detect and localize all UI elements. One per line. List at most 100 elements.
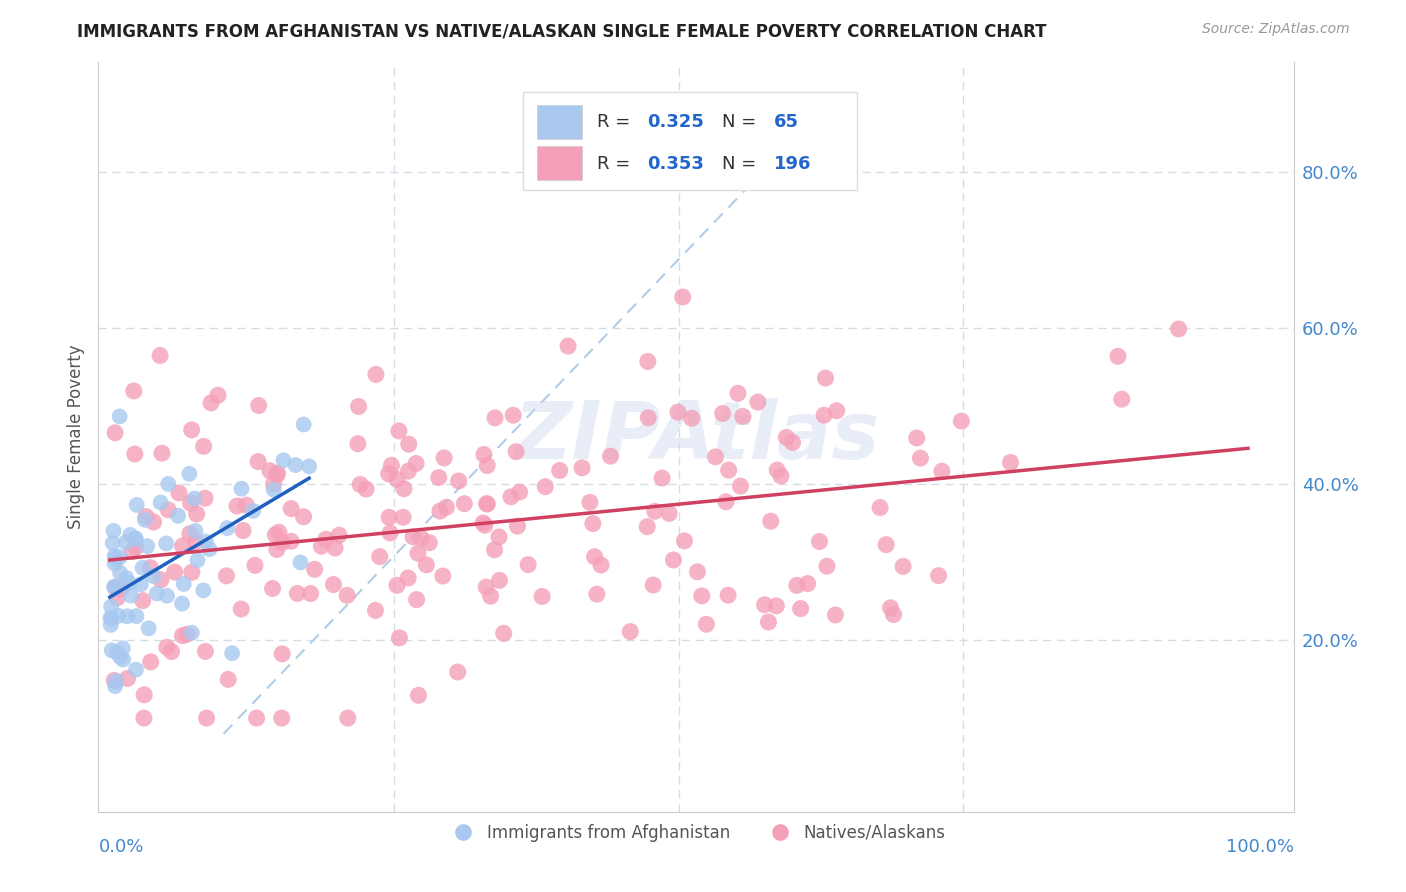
Point bbox=[105, 591, 128, 605]
Point bbox=[111, 641, 134, 656]
Point bbox=[727, 386, 749, 401]
Point bbox=[173, 577, 195, 591]
Point bbox=[120, 589, 142, 603]
Point bbox=[243, 558, 266, 573]
Text: IMMIGRANTS FROM AFGHANISTAN VS NATIVE/ALASKAN SINGLE FEMALE POVERTY CORRELATION : IMMIGRANTS FROM AFGHANISTAN VS NATIVE/AL… bbox=[77, 22, 1047, 40]
Point bbox=[315, 532, 337, 546]
Point bbox=[582, 516, 605, 531]
Point bbox=[690, 589, 713, 603]
Point bbox=[104, 679, 127, 693]
Point bbox=[103, 580, 125, 594]
Point bbox=[155, 536, 177, 550]
Point bbox=[110, 582, 132, 596]
Point bbox=[298, 459, 321, 474]
Point bbox=[180, 566, 202, 580]
Point bbox=[156, 640, 179, 655]
Point bbox=[292, 509, 315, 524]
Point bbox=[484, 411, 506, 425]
Point bbox=[271, 535, 294, 549]
Text: 65: 65 bbox=[773, 113, 799, 131]
Point bbox=[758, 615, 780, 629]
Point bbox=[392, 510, 415, 524]
Point bbox=[531, 590, 554, 604]
Point bbox=[364, 603, 387, 617]
Point bbox=[104, 549, 127, 563]
Point bbox=[782, 435, 804, 450]
Point bbox=[765, 599, 787, 613]
Point bbox=[270, 711, 292, 725]
Point bbox=[115, 609, 138, 624]
Point bbox=[180, 496, 202, 510]
Point bbox=[378, 526, 401, 541]
Point bbox=[125, 609, 148, 624]
Point bbox=[193, 583, 215, 598]
Point bbox=[221, 646, 243, 660]
Point bbox=[108, 409, 131, 424]
Point bbox=[928, 568, 950, 582]
Point bbox=[200, 396, 222, 410]
Point bbox=[517, 558, 540, 572]
Point bbox=[408, 689, 430, 703]
Point bbox=[409, 531, 432, 545]
Point bbox=[644, 504, 666, 518]
Point bbox=[695, 617, 717, 632]
Text: R =: R = bbox=[596, 113, 636, 131]
Point bbox=[215, 569, 238, 583]
Point bbox=[129, 577, 152, 591]
Point bbox=[150, 446, 173, 460]
Point bbox=[815, 559, 838, 574]
Point bbox=[193, 439, 215, 453]
Point bbox=[167, 486, 190, 500]
Point bbox=[242, 504, 264, 518]
Point bbox=[385, 473, 408, 487]
Point bbox=[636, 519, 658, 533]
Point bbox=[163, 565, 186, 579]
Point bbox=[139, 655, 162, 669]
Point bbox=[910, 451, 932, 466]
Point bbox=[124, 447, 146, 461]
Point bbox=[585, 587, 607, 601]
Point bbox=[179, 467, 201, 481]
Point bbox=[447, 665, 470, 679]
Point bbox=[160, 644, 183, 658]
Text: N =: N = bbox=[723, 113, 762, 131]
Point bbox=[198, 542, 221, 557]
Point bbox=[100, 611, 122, 625]
Point bbox=[100, 599, 122, 614]
Point bbox=[427, 470, 450, 484]
Point bbox=[1167, 322, 1189, 336]
Point bbox=[658, 507, 681, 521]
Point bbox=[662, 553, 685, 567]
Point bbox=[108, 566, 131, 580]
Point bbox=[311, 539, 333, 553]
Point bbox=[100, 643, 122, 657]
Point bbox=[766, 463, 789, 477]
Point bbox=[280, 534, 302, 549]
Point bbox=[492, 626, 515, 640]
Point bbox=[125, 663, 148, 677]
Point bbox=[259, 464, 281, 478]
Point bbox=[388, 631, 411, 645]
Point bbox=[950, 414, 973, 428]
Point bbox=[637, 410, 659, 425]
Point bbox=[267, 525, 290, 540]
Point bbox=[405, 457, 427, 471]
Point bbox=[328, 528, 350, 542]
Point bbox=[398, 437, 420, 451]
Point bbox=[266, 467, 288, 481]
Legend: Immigrants from Afghanistan, Natives/Alaskans: Immigrants from Afghanistan, Natives/Ala… bbox=[440, 817, 952, 848]
Point bbox=[415, 558, 437, 572]
Point bbox=[681, 411, 703, 425]
Point bbox=[418, 535, 440, 549]
Point bbox=[1000, 455, 1022, 469]
Point bbox=[247, 399, 270, 413]
Bar bbox=[537, 146, 582, 180]
Point bbox=[217, 521, 239, 535]
Text: ZIPAtlas: ZIPAtlas bbox=[513, 398, 879, 476]
Point bbox=[347, 436, 370, 450]
Point bbox=[112, 652, 135, 666]
Point bbox=[392, 482, 415, 496]
Point bbox=[479, 589, 502, 603]
Point bbox=[824, 607, 846, 622]
Point bbox=[432, 569, 454, 583]
